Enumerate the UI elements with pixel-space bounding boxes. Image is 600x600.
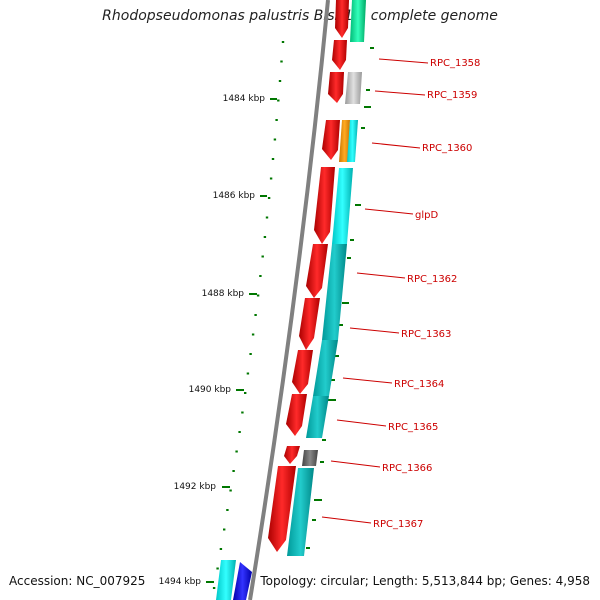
genome-summary-text: Topology: circular; Length: 5,513,844 bp…	[260, 574, 590, 588]
cds-arrow	[322, 120, 340, 160]
tick-label: 1494 kbp	[159, 577, 202, 587]
cog-block	[332, 168, 353, 244]
tick-label: 1492 kbp	[174, 482, 217, 492]
gene-label: RPC_1364	[394, 379, 444, 390]
label-leader	[336, 419, 387, 427]
map-title: Rhodopseudomonas palustris BisB18, compl…	[102, 8, 498, 24]
label-leader	[356, 272, 406, 279]
cog-block	[306, 396, 329, 438]
cog-block	[345, 72, 362, 104]
cds-arrow	[286, 394, 307, 436]
genome-backbone	[248, 0, 330, 600]
cds-arrow	[328, 72, 344, 103]
gene-label: RPC_1363	[401, 329, 451, 340]
cds-track	[268, 0, 349, 552]
gene-label: RPC_1367	[373, 519, 423, 530]
cds-arrow	[292, 350, 313, 394]
cog-block	[339, 120, 350, 162]
cds-arrow	[268, 466, 296, 552]
cds-arrow	[332, 40, 347, 70]
major-tick-track: 1484 kbp 1486 kbp 1488 kbp 1490 kbp 1492…	[159, 94, 277, 587]
cog-track	[216, 0, 366, 600]
gene-label: RPC_1358	[430, 58, 480, 69]
gene-label: RPC_1359	[427, 90, 477, 101]
label-leader	[342, 377, 393, 384]
accession-text: Accession: NC_007925	[9, 574, 146, 588]
gene-label: glpD	[415, 210, 438, 221]
cds-arrow	[306, 244, 328, 298]
cog-block	[216, 560, 236, 600]
label-leader	[364, 208, 414, 215]
cds-arrow	[299, 298, 320, 350]
label-leader	[321, 516, 372, 524]
gene-labels: RPC_1358 RPC_1359 RPC_1360 glpD RPC_1362…	[321, 58, 480, 530]
cog-block	[350, 0, 366, 42]
outer-tick-track	[306, 47, 374, 549]
tick-label: 1490 kbp	[189, 385, 232, 395]
gene-label: RPC_1362	[407, 274, 457, 285]
cog-block	[313, 340, 338, 396]
label-leader	[330, 460, 381, 468]
tick-label: 1486 kbp	[213, 191, 256, 201]
minor-tick-track	[212, 41, 285, 589]
cog-block	[322, 244, 347, 340]
label-leader	[371, 142, 421, 149]
cog-block	[347, 120, 358, 162]
cds-arrow	[284, 446, 300, 464]
tick-label: 1484 kbp	[223, 94, 266, 104]
cds-arrow	[335, 0, 349, 38]
gene-label: RPC_1360	[422, 143, 472, 154]
gene-label: RPC_1366	[382, 463, 432, 474]
cog-block	[233, 562, 252, 600]
label-leader	[378, 58, 429, 64]
label-leader	[374, 90, 426, 96]
gene-label: RPC_1365	[388, 422, 438, 433]
cog-block	[302, 450, 318, 466]
tick-label: 1488 kbp	[202, 289, 245, 299]
label-leader	[349, 327, 400, 334]
cds-arrow	[314, 167, 335, 244]
cog-block	[287, 468, 314, 556]
